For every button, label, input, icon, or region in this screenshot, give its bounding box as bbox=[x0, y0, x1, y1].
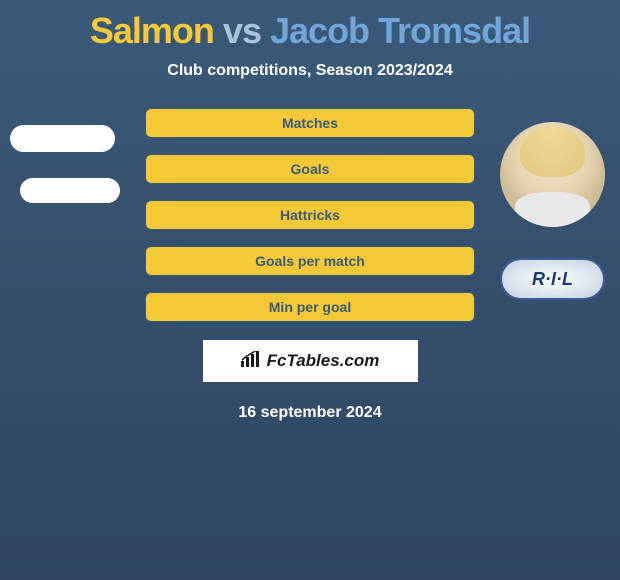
player2-avatar bbox=[500, 122, 605, 227]
player2-name: Jacob Tromsdal bbox=[270, 10, 530, 51]
stat-label: Hattricks bbox=[280, 207, 340, 223]
stat-label: Min per goal bbox=[269, 299, 351, 315]
page-title: Salmon vs Jacob Tromsdal bbox=[0, 0, 620, 52]
stat-row-goals-per-match: Goals per match bbox=[145, 246, 475, 276]
stat-row-min-per-goal: Min per goal bbox=[145, 292, 475, 322]
player1-club-logo bbox=[20, 178, 120, 203]
stat-label: Matches bbox=[282, 115, 338, 131]
stat-row-goals: Goals bbox=[145, 154, 475, 184]
player1-avatar bbox=[10, 125, 115, 152]
branding-text: FcTables.com bbox=[267, 351, 380, 371]
stat-row-matches: Matches bbox=[145, 108, 475, 138]
player1-name: Salmon bbox=[90, 10, 214, 51]
club-right-text: R·I·L bbox=[532, 269, 573, 290]
stat-row-hattricks: Hattricks bbox=[145, 200, 475, 230]
stat-label: Goals bbox=[291, 161, 330, 177]
stat-label: Goals per match bbox=[255, 253, 365, 269]
date-text: 16 september 2024 bbox=[0, 404, 620, 422]
chart-icon bbox=[241, 351, 261, 372]
branding-logo: FcTables.com bbox=[203, 340, 418, 382]
subtitle: Club competitions, Season 2023/2024 bbox=[0, 62, 620, 80]
vs-text: vs bbox=[223, 10, 261, 51]
player2-club-logo: R·I·L bbox=[500, 258, 605, 300]
